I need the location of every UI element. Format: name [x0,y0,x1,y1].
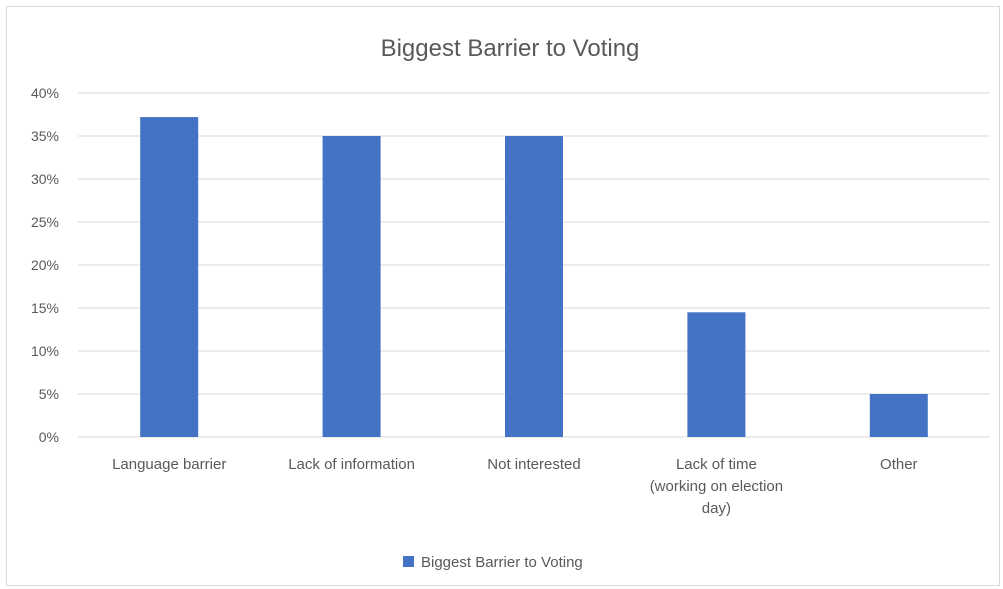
y-tick-label: 25% [31,214,59,230]
y-tick-label: 15% [31,300,59,316]
x-axis-category-labels: Language barrier Lack of information Not i… [112,456,917,517]
y-tick-label: 5% [39,386,59,402]
bar [687,312,746,437]
y-tick-label: 20% [31,257,59,273]
y-tick-label: 40% [31,85,59,101]
x-category-label: Not interested [487,456,580,473]
bar [869,394,928,437]
y-axis-tick-labels: 0% 5% 10% 15% 20% 25% 30% 35% 40% [31,85,59,445]
bar [140,117,199,437]
bars [140,117,928,437]
x-category-label: Lack of information [288,456,415,473]
legend: Biggest Barrier to Voting [403,554,583,571]
x-category-label: Lack of time (working on election day) [650,456,783,517]
bar [505,136,563,437]
y-tick-label: 0% [39,429,59,445]
y-tick-label: 35% [31,128,59,144]
legend-swatch [403,556,414,567]
legend-label: Biggest Barrier to Voting [421,554,583,571]
x-category-label: Other [880,456,918,473]
y-tick-label: 30% [31,171,59,187]
x-category-label: Language barrier [112,456,226,473]
bar [322,136,381,437]
y-tick-label: 10% [31,343,59,359]
chart-title: Biggest Barrier to Voting [381,35,640,62]
